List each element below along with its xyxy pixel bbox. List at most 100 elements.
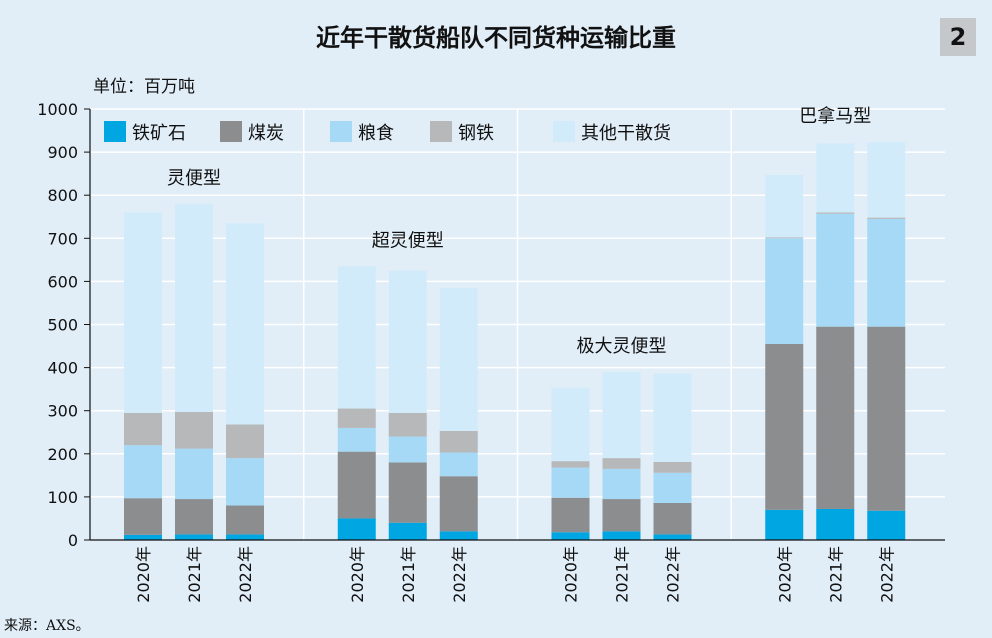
y-tick-label: 100 xyxy=(47,488,78,507)
bar-segment xyxy=(124,412,162,446)
bar-segment xyxy=(226,534,264,540)
bar-segment xyxy=(226,505,264,535)
x-tick-label: 2021年 xyxy=(826,546,845,603)
bar-segment xyxy=(765,237,804,239)
x-tick-label: 2020年 xyxy=(134,546,153,603)
bar-segment xyxy=(867,142,906,218)
bar-segment xyxy=(337,427,376,452)
x-tick-label: 2020年 xyxy=(562,546,581,603)
bar-segment xyxy=(226,223,264,425)
y-tick-label: 500 xyxy=(47,316,78,335)
x-tick-label: 2021年 xyxy=(399,546,418,603)
bar-segment xyxy=(816,213,855,327)
y-tick-label: 700 xyxy=(47,229,78,248)
bar-segment xyxy=(337,451,376,519)
bar-segment xyxy=(602,371,641,459)
bar-segment xyxy=(439,287,478,431)
legend-label: 其他干散货 xyxy=(581,123,671,144)
y-tick-label: 200 xyxy=(47,445,78,464)
bar-segment xyxy=(653,534,692,540)
bar-segment xyxy=(602,458,641,469)
bar-segment xyxy=(388,412,427,437)
bar-segment xyxy=(816,212,855,214)
bar-segment xyxy=(175,411,213,449)
group-label: 超灵便型 xyxy=(372,230,444,251)
bar-segment xyxy=(653,502,692,535)
bar-segment xyxy=(439,452,478,477)
bar-segment xyxy=(439,531,478,540)
legend-label: 铁矿石 xyxy=(132,123,186,144)
bar-segment xyxy=(653,373,692,462)
x-tick-label: 2022年 xyxy=(877,546,896,603)
bar-segment xyxy=(388,270,427,413)
source-note: 来源：AXS。 xyxy=(4,618,90,634)
bar-segment xyxy=(175,534,213,540)
legend-label: 钢铁 xyxy=(458,123,494,144)
y-tick-label: 0 xyxy=(68,531,78,550)
y-tick-label: 1000 xyxy=(37,100,78,119)
bar-segment xyxy=(765,174,804,238)
legend-swatch xyxy=(430,121,452,142)
x-tick-label: 2021年 xyxy=(185,546,204,603)
bar-segment xyxy=(388,462,427,523)
bar-segment xyxy=(867,217,906,219)
bar-segment xyxy=(551,467,590,498)
y-tick-label: 400 xyxy=(47,359,78,378)
unit-label: 单位：百万吨 xyxy=(93,77,195,97)
bar-segment xyxy=(867,218,906,327)
legend-label: 煤炭 xyxy=(248,123,284,144)
bar-segment xyxy=(816,143,855,213)
figure-number-badge: 2 xyxy=(940,18,976,56)
bar-segment xyxy=(388,436,427,463)
legend-swatch xyxy=(330,121,352,142)
legend-label: 粮食 xyxy=(358,123,394,144)
bar-segment xyxy=(124,212,162,413)
bar-segment xyxy=(439,476,478,532)
bar-segment xyxy=(653,472,692,503)
y-tick-label: 600 xyxy=(47,272,78,291)
bar-segment xyxy=(439,430,478,453)
y-tick-label: 800 xyxy=(47,186,78,205)
x-tick-label: 2022年 xyxy=(450,546,469,603)
axes: 0 100 200 300 400 500 600 700 800 900 1000 2020年 202… xyxy=(37,100,945,603)
x-tick-label: 2020年 xyxy=(348,546,367,603)
y-tick-label: 900 xyxy=(47,143,78,162)
bar-segment xyxy=(816,326,855,509)
bar-segment xyxy=(551,532,590,540)
bar-segment xyxy=(551,387,590,462)
legend: 铁矿石 煤炭 粮食 钢铁 其他干散货 xyxy=(104,121,671,144)
group-label: 极大灵便型 xyxy=(577,336,667,357)
y-tick-label: 300 xyxy=(47,402,78,421)
bar-segment xyxy=(337,266,376,409)
bar-segment xyxy=(602,468,641,500)
bar-segment xyxy=(337,518,376,540)
x-tick-label: 2022年 xyxy=(236,546,255,603)
group-label: 灵便型 xyxy=(167,168,221,189)
bar-segment xyxy=(816,508,855,540)
bar-segment xyxy=(867,510,906,540)
legend-swatch xyxy=(553,121,575,142)
x-tick-label: 2020年 xyxy=(775,546,794,603)
legend-swatch xyxy=(104,121,126,142)
bar-segment xyxy=(653,461,692,473)
bar-segment xyxy=(551,497,590,533)
bar-segment xyxy=(124,498,162,535)
bar-segment xyxy=(175,499,213,535)
bar-segment xyxy=(765,343,804,510)
bar-segment xyxy=(226,424,264,459)
x-tick-label: 2021年 xyxy=(613,546,632,603)
bar-segment xyxy=(226,458,264,506)
bar-segment xyxy=(551,461,590,468)
bar-segment xyxy=(175,448,213,500)
group-label: 巴拿马型 xyxy=(799,105,871,127)
bar-segment xyxy=(602,499,641,532)
bar-segment xyxy=(124,534,162,540)
legend-swatch xyxy=(220,121,242,142)
bar-segment xyxy=(337,408,376,428)
bars xyxy=(124,142,906,540)
bar-segment xyxy=(765,509,804,540)
bar-segment xyxy=(602,531,641,540)
bar-segment xyxy=(388,522,427,540)
bar-segment xyxy=(867,326,906,511)
